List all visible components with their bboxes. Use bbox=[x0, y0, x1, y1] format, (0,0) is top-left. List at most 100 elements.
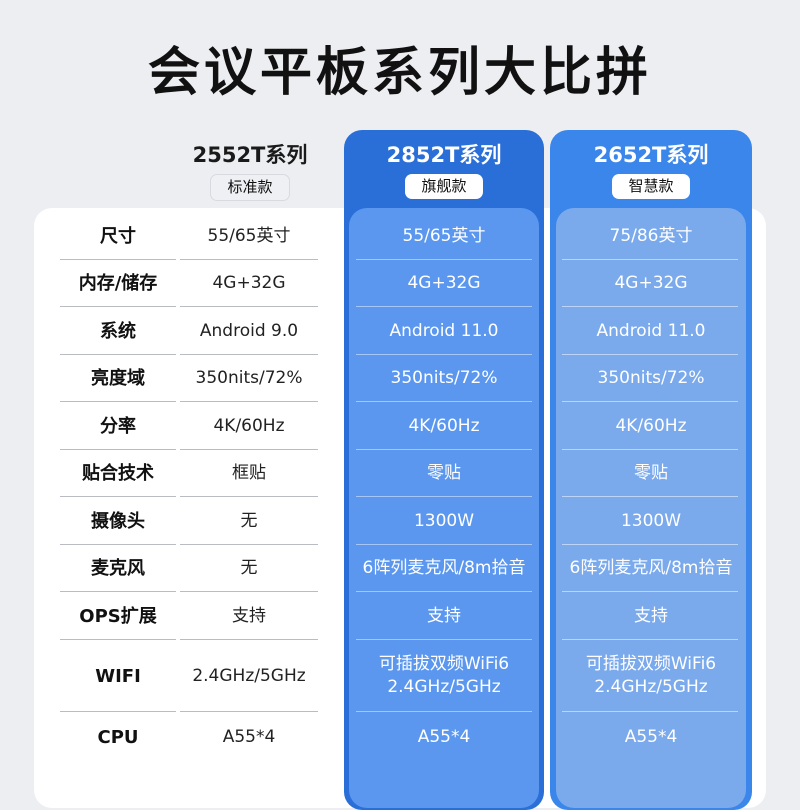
value-smart: 可插拔双频WiFi6 2.4GHz/5GHz bbox=[585, 654, 717, 697]
value-standard: 55/65英寸 bbox=[207, 225, 291, 246]
value-flagship: 支持 bbox=[427, 605, 461, 626]
value-flagship: 4K/60Hz bbox=[408, 415, 480, 436]
value-standard: 支持 bbox=[232, 605, 266, 626]
row-divider bbox=[60, 639, 176, 640]
row-label: 系统 bbox=[100, 320, 136, 342]
value-flagship: 可插拔双频WiFi6 2.4GHz/5GHz bbox=[378, 654, 510, 697]
value-smart: 4G+32G bbox=[614, 273, 688, 293]
column-name: 2852T系列 bbox=[386, 143, 502, 167]
row-divider bbox=[60, 306, 176, 307]
row-label: 尺寸 bbox=[100, 225, 136, 247]
flagship-values-panel bbox=[349, 208, 539, 808]
value-smart: A55*4 bbox=[624, 726, 678, 747]
row-label: 摄像头 bbox=[91, 510, 145, 532]
row-divider bbox=[60, 591, 176, 592]
value-smart: Android 11.0 bbox=[596, 320, 706, 341]
value-smart: 零贴 bbox=[634, 463, 668, 483]
table-row: 尺寸 55/65英寸 55/65英寸 75/86英寸 bbox=[0, 212, 800, 260]
value-smart: 1300W bbox=[620, 510, 682, 531]
value-standard: 4K/60Hz bbox=[213, 415, 285, 436]
row-divider bbox=[356, 711, 532, 712]
row-divider bbox=[562, 711, 738, 712]
value-smart: 6阵列麦克风/8m拾音 bbox=[569, 558, 733, 578]
table-row: CPU A55*4 A55*4 A55*4 bbox=[0, 712, 800, 762]
table-row: 亮度域 350nits/72% 350nits/72% 350nits/72% bbox=[0, 355, 800, 402]
row-divider bbox=[60, 449, 176, 450]
value-standard: 2.4GHz/5GHz bbox=[192, 665, 306, 686]
row-divider bbox=[356, 354, 532, 355]
row-divider bbox=[356, 544, 532, 545]
row-divider bbox=[562, 639, 738, 640]
column-header-smart: 2652T系列 智慧款 bbox=[550, 140, 752, 199]
row-divider bbox=[356, 639, 532, 640]
row-label: WIFI bbox=[95, 665, 141, 687]
row-divider bbox=[180, 449, 318, 450]
column-name: 2652T系列 bbox=[593, 143, 709, 167]
row-divider bbox=[562, 259, 738, 260]
row-divider bbox=[180, 306, 318, 307]
row-divider bbox=[356, 449, 532, 450]
table-row: WIFI 2.4GHz/5GHz 可插拔双频WiFi6 2.4GHz/5GHz 可插拔… bbox=[0, 640, 800, 712]
row-label: 贴合技术 bbox=[82, 463, 154, 484]
row-divider bbox=[562, 401, 738, 402]
value-flagship: A55*4 bbox=[417, 726, 471, 747]
table-row: OPS扩展 支持 支持 支持 bbox=[0, 592, 800, 640]
table-row: 分率 4K/60Hz 4K/60Hz 4K/60Hz bbox=[0, 402, 800, 450]
row-divider bbox=[60, 496, 176, 497]
row-divider bbox=[60, 401, 176, 402]
page-title: 会议平板系列大比拼 bbox=[147, 43, 652, 103]
smart-values-panel bbox=[556, 208, 746, 808]
table-row: 内存/储存 4G+32G 4G+32G 4G+32G bbox=[0, 260, 800, 307]
column-name: 2552T系列 bbox=[192, 143, 308, 167]
row-divider bbox=[356, 401, 532, 402]
value-smart: 350nits/72% bbox=[597, 368, 705, 388]
row-divider bbox=[60, 259, 176, 260]
value-flagship: 4G+32G bbox=[407, 273, 481, 293]
row-label: 分率 bbox=[100, 415, 136, 437]
row-divider bbox=[562, 449, 738, 450]
row-divider bbox=[562, 591, 738, 592]
row-label: 麦克风 bbox=[91, 558, 145, 579]
value-standard: 350nits/72% bbox=[195, 368, 303, 388]
row-divider bbox=[180, 259, 318, 260]
value-smart: 75/86英寸 bbox=[609, 225, 693, 246]
row-divider bbox=[180, 711, 318, 712]
row-divider bbox=[180, 496, 318, 497]
row-divider bbox=[562, 354, 738, 355]
row-divider bbox=[180, 544, 318, 545]
row-divider bbox=[180, 354, 318, 355]
row-divider bbox=[180, 639, 318, 640]
value-smart: 支持 bbox=[634, 605, 668, 626]
table-row: 摄像头 无 1300W 1300W bbox=[0, 497, 800, 545]
row-divider bbox=[60, 354, 176, 355]
column-tag: 标准款 bbox=[210, 174, 290, 201]
row-label: 亮度域 bbox=[91, 368, 145, 389]
value-flagship: Android 11.0 bbox=[389, 320, 499, 341]
row-divider bbox=[562, 306, 738, 307]
value-flagship: 1300W bbox=[413, 510, 475, 531]
value-flagship: 55/65英寸 bbox=[402, 225, 486, 246]
value-flagship: 零贴 bbox=[427, 463, 461, 483]
value-smart: 4K/60Hz bbox=[615, 415, 687, 436]
value-standard: 无 bbox=[240, 510, 258, 531]
row-divider bbox=[180, 591, 318, 592]
table-row: 麦克风 无 6阵列麦克风/8m拾音 6阵列麦克风/8m拾音 bbox=[0, 545, 800, 592]
row-divider bbox=[356, 591, 532, 592]
row-divider bbox=[356, 306, 532, 307]
column-header-standard: 2552T系列 标准款 bbox=[170, 140, 330, 201]
value-standard: 无 bbox=[240, 558, 258, 578]
value-standard: 4G+32G bbox=[212, 273, 286, 293]
row-label: OPS扩展 bbox=[79, 605, 157, 627]
value-flagship: 6阵列麦克风/8m拾音 bbox=[362, 558, 526, 578]
value-standard: Android 9.0 bbox=[199, 320, 299, 341]
row-divider bbox=[60, 711, 176, 712]
row-divider bbox=[356, 496, 532, 497]
value-standard: A55*4 bbox=[222, 726, 276, 747]
column-tag: 智慧款 bbox=[612, 174, 690, 199]
column-tag: 旗舰款 bbox=[405, 174, 483, 199]
table-row: 贴合技术 框贴 零贴 零贴 bbox=[0, 450, 800, 497]
row-divider bbox=[562, 544, 738, 545]
value-standard: 框贴 bbox=[232, 463, 266, 483]
row-divider bbox=[60, 544, 176, 545]
row-label: 内存/储存 bbox=[78, 273, 158, 294]
